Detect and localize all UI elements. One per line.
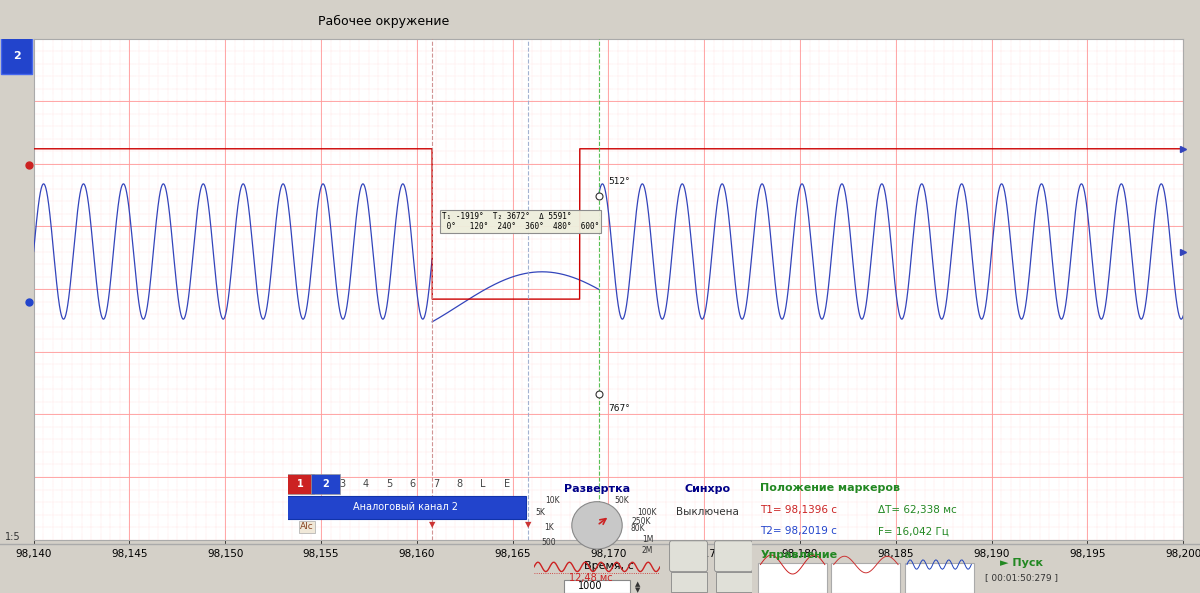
Text: 250K: 250K — [631, 517, 650, 527]
Text: T2= 98,2019 с: T2= 98,2019 с — [761, 527, 838, 536]
Text: T₁ -1919°  T₂ 3672°  Δ 5591°
 0°   120°  240°  360°  480°  600°: T₁ -1919° T₂ 3672° Δ 5591° 0° 120° 240° … — [442, 212, 599, 231]
Text: 12,48 мс: 12,48 мс — [569, 573, 612, 582]
Text: 1000: 1000 — [578, 582, 602, 591]
FancyBboxPatch shape — [832, 563, 900, 593]
Text: Развертка: Развертка — [564, 484, 630, 494]
Text: Положение маркеров: Положение маркеров — [761, 483, 900, 493]
FancyBboxPatch shape — [671, 572, 707, 592]
FancyBboxPatch shape — [715, 572, 751, 592]
Text: [ 00:01:50:279 ]: [ 00:01:50:279 ] — [985, 573, 1058, 582]
Text: F= 16,042 Гц: F= 16,042 Гц — [878, 527, 949, 536]
Text: 1M: 1M — [642, 535, 653, 544]
Text: 10K: 10K — [546, 496, 560, 505]
Text: ▼: ▼ — [595, 520, 602, 529]
FancyBboxPatch shape — [1, 36, 32, 74]
Text: 5K: 5K — [535, 508, 545, 517]
Text: 1: 1 — [296, 479, 304, 489]
FancyBboxPatch shape — [758, 563, 827, 593]
Text: 1:5: 1:5 — [5, 532, 20, 541]
FancyBboxPatch shape — [905, 563, 973, 593]
Text: Alc: Alc — [300, 522, 314, 531]
Text: 500: 500 — [542, 537, 557, 547]
FancyBboxPatch shape — [715, 541, 752, 572]
Text: 2: 2 — [322, 479, 329, 489]
Text: 4: 4 — [362, 479, 368, 489]
FancyBboxPatch shape — [311, 474, 340, 494]
Text: E: E — [504, 479, 510, 489]
Text: 100K: 100K — [637, 508, 658, 517]
Text: ▲
▼: ▲ ▼ — [635, 581, 640, 593]
Text: ▼: ▼ — [428, 520, 436, 529]
Text: ► Пуск: ► Пуск — [1001, 558, 1043, 568]
Text: ΔT= 62,338 мс: ΔT= 62,338 мс — [878, 505, 956, 515]
Text: 1K: 1K — [545, 523, 554, 533]
X-axis label: Время, с: Время, с — [583, 562, 634, 572]
Text: L: L — [480, 479, 486, 489]
Text: Управление: Управление — [761, 550, 838, 560]
FancyBboxPatch shape — [670, 541, 708, 572]
Text: 5: 5 — [386, 479, 392, 489]
FancyBboxPatch shape — [564, 580, 630, 593]
Text: Выключена: Выключена — [676, 508, 739, 517]
FancyBboxPatch shape — [286, 496, 526, 519]
Circle shape — [571, 502, 623, 549]
Text: 2: 2 — [13, 51, 20, 61]
Text: 80K: 80K — [630, 524, 644, 534]
Text: Аналоговый канал 2: Аналоговый канал 2 — [353, 502, 458, 512]
Text: Синхро: Синхро — [684, 484, 731, 494]
Text: 6: 6 — [409, 479, 415, 489]
Text: 3: 3 — [338, 479, 346, 489]
Text: Рабочее окружение: Рабочее окружение — [318, 15, 450, 28]
Text: 50K: 50K — [614, 496, 630, 505]
Text: ▼: ▼ — [524, 520, 532, 529]
FancyBboxPatch shape — [286, 474, 314, 494]
Text: 512°: 512° — [608, 177, 630, 186]
Text: 7: 7 — [433, 479, 439, 489]
Text: 2M: 2M — [642, 546, 653, 555]
Text: 8: 8 — [456, 479, 463, 489]
Text: 767°: 767° — [608, 404, 630, 413]
Text: T1= 98,1396 с: T1= 98,1396 с — [761, 505, 838, 515]
